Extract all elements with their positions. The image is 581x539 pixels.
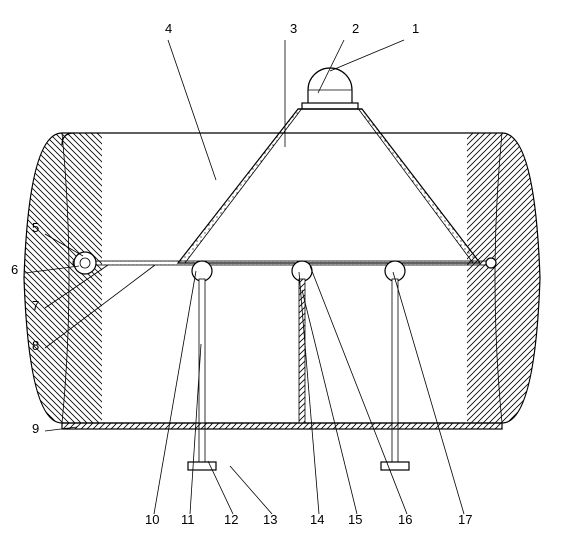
callout-label-13: 13	[263, 512, 277, 527]
callout-label-1: 1	[412, 21, 419, 36]
callout-label-7: 7	[32, 298, 39, 313]
platform-slab	[62, 423, 502, 429]
callout-label-16: 16	[398, 512, 412, 527]
cone-hopper	[178, 109, 480, 263]
vessel-end-crosshatching	[19, 133, 560, 423]
callout-label-12: 12	[224, 512, 238, 527]
dome-inlet	[302, 68, 358, 109]
support-head	[292, 261, 312, 281]
tank-diagram	[0, 0, 581, 539]
callout-label-3: 3	[290, 21, 297, 36]
callout-label-4: 4	[165, 21, 172, 36]
callout-label-6: 6	[11, 262, 18, 277]
midline-shaft	[73, 252, 496, 274]
callout-label-11: 11	[181, 512, 195, 527]
support-posts	[188, 261, 409, 470]
callout-label-2: 2	[352, 21, 359, 36]
callout-label-15: 15	[348, 512, 362, 527]
callout-label-8: 8	[32, 338, 39, 353]
callout-label-14: 14	[310, 512, 324, 527]
callout-label-5: 5	[32, 220, 39, 235]
callout-label-10: 10	[145, 512, 159, 527]
callout-label-17: 17	[458, 512, 472, 527]
callout-label-9: 9	[32, 421, 39, 436]
